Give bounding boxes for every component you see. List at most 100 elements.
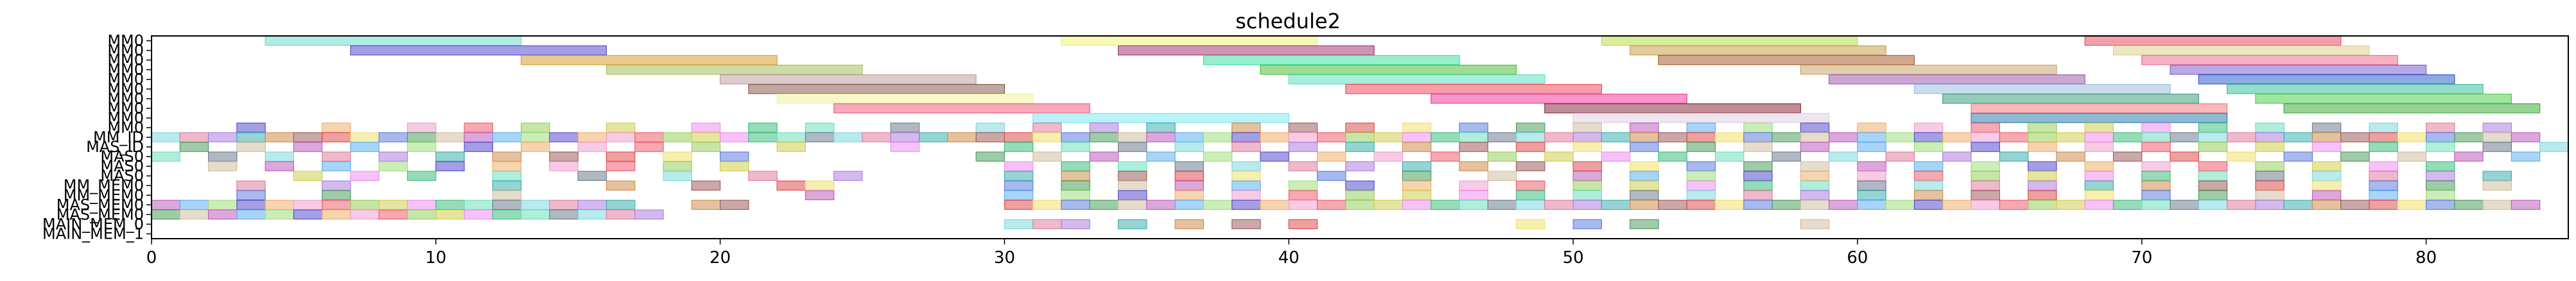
- task-bar-short: [1146, 151, 1176, 162]
- task-bar-short: [2482, 180, 2512, 191]
- task-bar-long: [1942, 94, 2199, 104]
- task-bar-short: [1231, 219, 1261, 230]
- x-tick-label: 80: [2415, 248, 2437, 268]
- task-bar-long: [1061, 35, 1318, 46]
- y-tick-label: MM0: [107, 42, 144, 60]
- task-bar-short: [1771, 151, 1801, 162]
- task-bar-short: [207, 209, 238, 220]
- task-bar-short: [1117, 161, 1147, 171]
- task-bar-short: [322, 161, 351, 171]
- task-bar-short: [833, 171, 863, 181]
- task-bar-short: [776, 180, 806, 191]
- y-tick-label: MM_MEM0: [64, 176, 144, 194]
- task-bar-short: [378, 151, 408, 162]
- task-bar-short: [2255, 180, 2284, 191]
- task-bar-short: [236, 142, 266, 152]
- task-bar-short: [605, 161, 636, 171]
- task-bar-short: [2028, 171, 2057, 181]
- task-bar-short: [605, 151, 636, 162]
- task-bar-short: [350, 171, 379, 181]
- task-bar-short: [1942, 151, 1972, 162]
- task-bar-short: [236, 180, 266, 191]
- task-bar-short: [634, 132, 664, 142]
- task-bar-short: [1117, 171, 1147, 181]
- task-bar-short: [605, 209, 636, 220]
- task-bar-short: [1913, 190, 1944, 201]
- x-tick-label: 70: [2131, 248, 2152, 268]
- task-bar-short: [2255, 161, 2284, 171]
- task-bar-short: [1515, 142, 1545, 152]
- y-tick-label: MAS_MEM0: [57, 196, 144, 214]
- task-bar-short: [720, 151, 749, 162]
- task-bar-short: [1686, 161, 1716, 171]
- task-bar-short: [2198, 200, 2228, 210]
- task-bar-short: [151, 132, 180, 142]
- task-bar-short: [293, 200, 323, 210]
- task-bar-short: [1800, 190, 1830, 201]
- task-bar-short: [1800, 219, 1830, 230]
- task-bar-short: [1743, 180, 1773, 191]
- task-bar-short: [2141, 132, 2171, 142]
- task-bar-short: [2028, 123, 2057, 133]
- task-bar-short: [1971, 200, 2000, 210]
- task-bar-short: [1260, 132, 1289, 142]
- task-bar-short: [1373, 200, 1404, 210]
- task-bar-short: [1117, 142, 1147, 152]
- task-bar-short: [1942, 200, 1972, 210]
- task-bar-short: [406, 200, 437, 210]
- task-bar-short: [1743, 200, 1773, 210]
- task-bar-short: [1345, 123, 1375, 133]
- task-bar-short: [1487, 151, 1517, 162]
- task-bar-long: [350, 45, 607, 56]
- task-bar-short: [1743, 190, 1773, 201]
- y-tick-label: MAS0: [100, 157, 144, 175]
- y-tick-label: MAS_ID: [86, 138, 144, 156]
- task-bar-short: [1345, 180, 1375, 191]
- task-bar-short: [1913, 171, 1944, 181]
- task-bar-short: [2084, 123, 2114, 133]
- row-labels: MM0MM0MM0MM0MM0MM0MM0MM0MM0MM0MM_IDMAS_I…: [42, 32, 152, 243]
- task-bar-long: [1630, 45, 1886, 56]
- task-bar-long: [2283, 103, 2541, 114]
- task-bar-short: [2425, 161, 2455, 171]
- task-bar-short: [1459, 200, 1488, 210]
- task-bar-short: [1174, 219, 1205, 230]
- task-bar-short: [350, 200, 379, 210]
- task-bar-short: [207, 200, 238, 210]
- task-bar-short: [1316, 151, 1346, 162]
- task-bar-short: [1004, 142, 1034, 152]
- task-bar-long: [720, 74, 977, 85]
- task-bar-long: [2198, 74, 2455, 85]
- task-bar-short: [521, 200, 550, 210]
- task-bar-short: [1714, 151, 1745, 162]
- task-bar-short: [2084, 190, 2114, 201]
- task-bar-short: [1203, 151, 1233, 162]
- task-bar-short: [1913, 142, 1944, 152]
- task-bar-short: [1203, 132, 1233, 142]
- task-bar-short: [2425, 200, 2455, 210]
- task-bar-short: [748, 123, 778, 133]
- task-bar-short: [236, 209, 266, 220]
- task-bar-long: [1829, 74, 2085, 85]
- task-bar-short: [1913, 200, 1944, 210]
- task-bar-short: [1686, 123, 1716, 133]
- task-bar-short: [350, 142, 379, 152]
- task-bar-short: [1829, 132, 1858, 142]
- task-bar-short: [1630, 142, 1659, 152]
- task-bar-short: [2482, 200, 2512, 210]
- task-bar-short: [2141, 161, 2171, 171]
- task-bar-short: [2198, 180, 2228, 191]
- y-tick-label: MM0: [107, 80, 144, 98]
- task-bar-short: [179, 209, 209, 220]
- task-bar-short: [1061, 190, 1090, 201]
- task-bar-short: [1231, 180, 1261, 191]
- task-bar-short: [2141, 180, 2171, 191]
- task-bar-short: [1231, 190, 1261, 201]
- task-bar-short: [2369, 142, 2398, 152]
- task-bar-short: [2141, 190, 2171, 201]
- y-tick-label: MM_ID: [93, 128, 144, 146]
- task-bar-short: [322, 180, 351, 191]
- task-bar-short: [1601, 200, 1631, 210]
- task-bar-short: [776, 132, 806, 142]
